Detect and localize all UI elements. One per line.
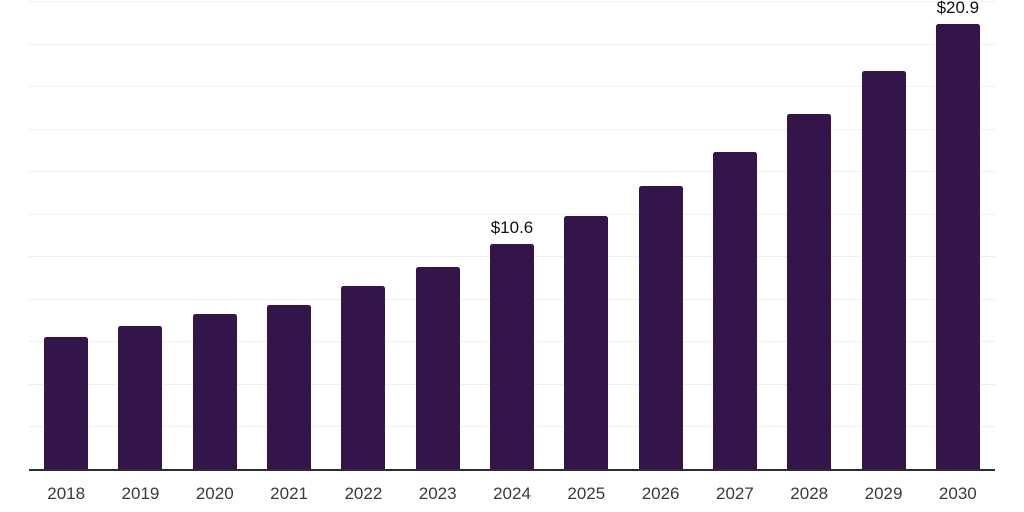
- bar-value-label-2030: $20.9: [936, 0, 980, 18]
- gridline: [29, 128, 995, 130]
- bar-value-label-2024: $10.6: [490, 217, 534, 237]
- bar-2022: [341, 286, 386, 469]
- bar-2025: [564, 215, 609, 469]
- x-tick-label-2024: 2024: [493, 484, 531, 503]
- x-tick-label-2030: 2030: [938, 484, 977, 503]
- gridline: [29, 1, 995, 2]
- x-tick-label-2025: 2025: [567, 484, 606, 503]
- x-tick-label-2020: 2020: [195, 484, 234, 503]
- x-tick-label-2023: 2023: [418, 484, 457, 503]
- bar-2028: [787, 113, 832, 469]
- x-axis-labels: 2018 2019 2020 2021 2022 2023 2024 2025 2026 2027…: [29, 483, 995, 509]
- bar-2018: [44, 337, 89, 469]
- x-tick-label-2027: 2027: [716, 484, 754, 503]
- x-tick-label-2019: 2019: [121, 484, 160, 503]
- x-tick-label-2018: 2018: [47, 484, 86, 503]
- bar-2024: [490, 243, 534, 469]
- bar-2023: [415, 266, 460, 469]
- bar-2027: [712, 152, 757, 469]
- gridline: [29, 213, 995, 215]
- bar-2026: [638, 186, 683, 469]
- bar-2030: [935, 24, 980, 469]
- gridline: [29, 43, 995, 45]
- x-axis-line: [29, 469, 995, 471]
- bar-2019: [118, 326, 163, 469]
- gridline: [29, 171, 995, 173]
- bar-2020: [192, 313, 237, 469]
- bar-2021: [267, 305, 312, 469]
- x-tick-label-2021: 2021: [270, 484, 308, 503]
- gridline: [29, 86, 995, 88]
- x-tick-label-2029: 2029: [864, 484, 903, 503]
- x-tick-label-2026: 2026: [641, 484, 680, 503]
- x-tick-label-2022: 2022: [344, 484, 383, 503]
- plot-area: $10.6 $20.9: [29, 0, 995, 469]
- x-tick-label-2028: 2028: [790, 484, 829, 503]
- bar-2029: [861, 71, 906, 469]
